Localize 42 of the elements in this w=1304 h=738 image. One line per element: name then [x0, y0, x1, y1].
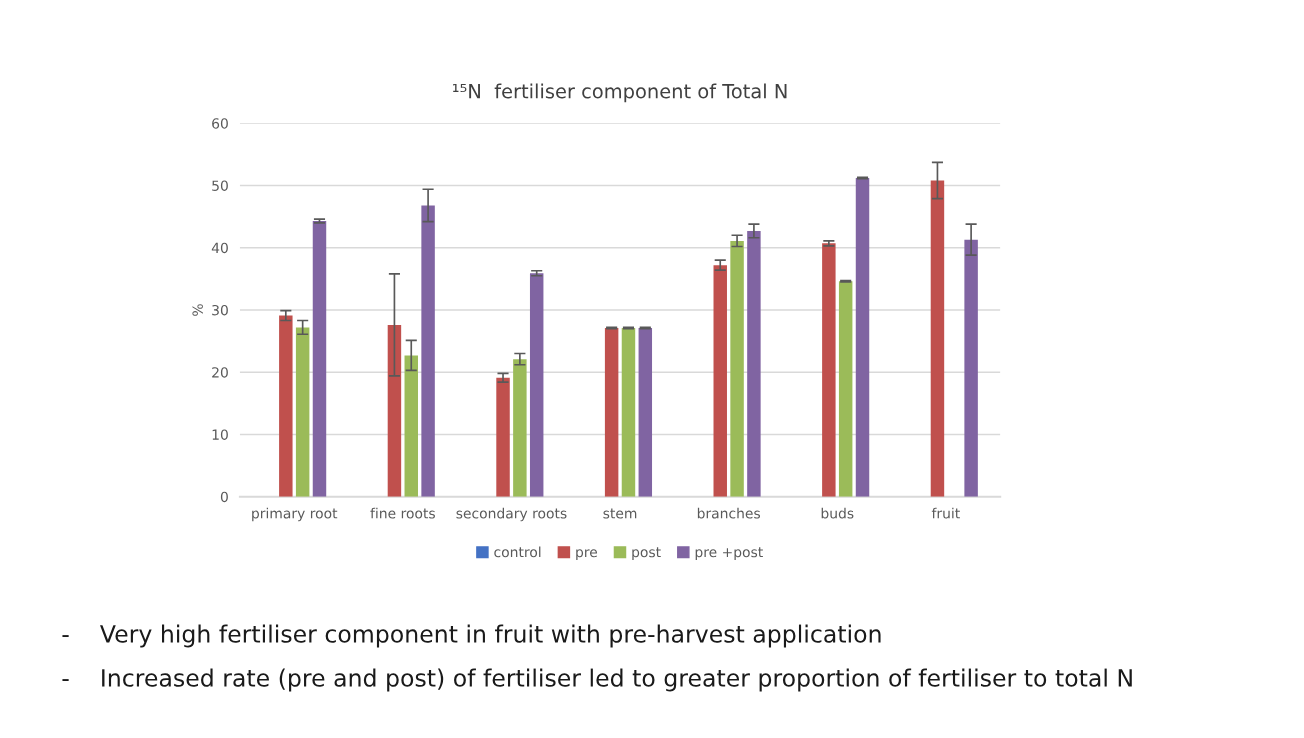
bar: [638, 328, 653, 497]
bar: [279, 315, 293, 497]
y-tick-label: 30: [212, 304, 228, 316]
y-tick-label: 60: [212, 118, 228, 129]
bar: [295, 327, 310, 497]
x-tick-label: primary root: [252, 507, 338, 522]
bar: [822, 243, 836, 497]
bar: [713, 265, 727, 497]
bar: [387, 324, 402, 497]
legend-label: pre +post: [695, 547, 763, 560]
x-tick-label: branches: [697, 507, 761, 519]
bar: [496, 377, 510, 497]
y-tick-label: 50: [212, 180, 228, 191]
bar: [421, 205, 435, 497]
x-tick-label: secondary roots: [456, 507, 567, 522]
bar: [930, 180, 945, 497]
text: - Increased rate (pre and post) of fertiliser led to greater proportion of fertiliser to total N: [62, 668, 1132, 692]
y-tick-label: 10: [212, 429, 228, 440]
bar: [747, 230, 761, 497]
bar: [730, 240, 744, 497]
bar: [312, 220, 327, 497]
y-axis-title: %: [192, 304, 203, 316]
bar: [529, 273, 544, 497]
legend-label: post: [632, 547, 661, 560]
text: - Very high fertiliser component in fruit with pre-harvest application: [62, 624, 881, 648]
y-tick-label: 20: [212, 367, 228, 378]
bar: [621, 328, 636, 497]
chart-title: ¹⁵N fertiliser component of Total N: [453, 83, 787, 103]
bar: [513, 359, 527, 497]
bar: [404, 355, 418, 497]
y-tick-label: 0: [220, 491, 228, 503]
bar: [838, 281, 853, 497]
legend-label: control: [494, 546, 541, 558]
bar: [604, 328, 619, 497]
y-tick-label: 40: [211, 242, 228, 254]
legend-label: pre: [576, 549, 598, 560]
bar: [855, 178, 870, 497]
x-tick-label: buds: [821, 507, 854, 519]
x-tick-label: stem: [603, 508, 637, 519]
x-tick-label: fine roots: [370, 507, 435, 519]
bar: [964, 239, 978, 497]
x-tick-label: fruit: [931, 507, 960, 519]
